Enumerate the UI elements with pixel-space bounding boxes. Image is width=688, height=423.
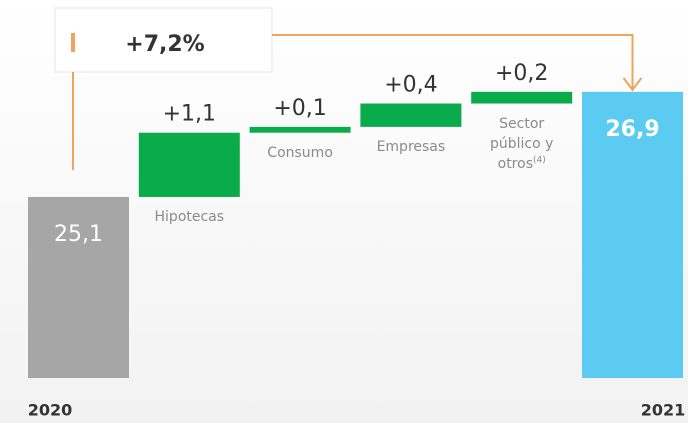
category-text: Sector público y otros xyxy=(489,115,554,172)
value-label: +0,2 xyxy=(495,61,548,86)
category-label: 2020 xyxy=(28,401,73,420)
delta-bar xyxy=(360,103,462,127)
connector-arrow xyxy=(272,34,634,90)
total-bar xyxy=(582,91,683,378)
value-label: +0,4 xyxy=(384,73,437,98)
category-text: Consumo xyxy=(267,144,333,161)
value-label: +0,1 xyxy=(273,96,326,121)
category-label: Sector público y otros(4) xyxy=(477,114,567,174)
delta-bar xyxy=(471,91,573,104)
annotation-marker xyxy=(71,33,75,52)
arrow-head xyxy=(622,77,643,92)
total-bar xyxy=(28,196,129,378)
value-label: 26,9 xyxy=(605,117,659,142)
annotation: +7,2% xyxy=(125,32,204,57)
delta-bar xyxy=(138,132,240,197)
category-text: Hipotecas xyxy=(154,208,225,225)
category-text: Empresas xyxy=(376,138,446,155)
category-label: Consumo xyxy=(255,143,345,163)
category-label: Hipotecas xyxy=(144,207,234,227)
category-label: 2021 xyxy=(641,401,686,420)
category-label: Empresas xyxy=(366,137,456,157)
annotation-box xyxy=(54,7,273,73)
value-label: 25,1 xyxy=(54,222,103,247)
delta-bar xyxy=(249,126,351,133)
footnote-mark: (4) xyxy=(533,154,546,165)
value-label: +1,1 xyxy=(163,102,216,127)
